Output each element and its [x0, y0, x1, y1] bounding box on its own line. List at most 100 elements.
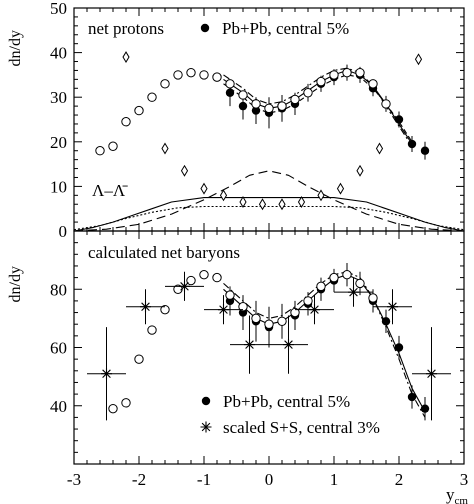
data-point [264, 103, 274, 114]
y-tick-label: 0 [59, 222, 68, 241]
series-open-diamond [122, 51, 423, 211]
series-open-circle [108, 269, 378, 414]
data-point [317, 189, 325, 202]
data-point [368, 293, 378, 303]
legend-label: Pb+Pb, central 5% [222, 19, 349, 38]
x-axis-label: ycm [446, 485, 468, 504]
data-point [297, 196, 306, 208]
data-point [316, 76, 326, 87]
data-point [140, 301, 151, 313]
curves [74, 67, 464, 231]
data-point [426, 368, 437, 380]
data-point [225, 88, 235, 97]
legend-marker [200, 23, 210, 33]
data-point [180, 164, 189, 177]
data-point [121, 398, 131, 408]
data-point [336, 182, 345, 195]
panel-label: calculated net baryons [88, 243, 240, 262]
data-point [381, 99, 391, 109]
data-point [179, 280, 190, 292]
x-tick-label: 3 [460, 470, 469, 489]
data-point [394, 115, 404, 124]
data-point [147, 325, 157, 335]
legend-label: scaled S+S, central 3% [223, 418, 380, 437]
curves [223, 271, 426, 418]
data-point [278, 198, 286, 211]
data-point [258, 198, 267, 211]
data-point [303, 88, 313, 98]
lambda-label: Λ–Λ̄ [92, 181, 128, 200]
data-point [200, 182, 208, 195]
data-point [387, 301, 398, 313]
y-tick-label: 40 [50, 397, 67, 416]
data-point [375, 142, 384, 155]
data-point [348, 286, 359, 298]
data-point [277, 316, 287, 326]
data-point [355, 67, 365, 78]
data-point [238, 90, 248, 100]
data-point [225, 79, 235, 89]
curve-lambda-dotted [74, 205, 464, 231]
data-point [368, 79, 378, 89]
y-tick-label: 60 [50, 339, 67, 358]
data-point [121, 117, 131, 127]
curve-lambda-dashed [74, 170, 464, 231]
data-point [283, 339, 294, 351]
data-point [219, 189, 228, 202]
data-point [251, 106, 261, 115]
y-tick-label: 50 [50, 0, 67, 18]
data-point [244, 339, 255, 351]
data-point [309, 304, 320, 316]
data-point [251, 99, 261, 109]
data-point [199, 269, 209, 280]
data-point [407, 139, 417, 149]
data-point [316, 281, 326, 292]
series-asterisk [87, 271, 451, 421]
data-point [186, 275, 196, 286]
y-tick-label: 10 [50, 177, 67, 196]
y-axis-label: dn/dy [7, 30, 24, 66]
x-tick-label: -3 [67, 470, 81, 489]
data-point [173, 70, 183, 80]
x-tick-label: 0 [265, 470, 274, 489]
data-point [239, 196, 247, 208]
data-point [303, 296, 313, 306]
data-point [225, 290, 235, 300]
y-tick-label: 80 [50, 280, 67, 299]
legend-marker [200, 421, 212, 433]
data-point [186, 67, 196, 78]
data-point [134, 105, 144, 116]
data-point [290, 307, 300, 318]
data-point [108, 403, 118, 414]
x-tick-label: -1 [197, 470, 211, 489]
curve-solid [223, 274, 426, 412]
data-point [251, 313, 261, 324]
y-axis-label: dn/dy [7, 266, 24, 302]
y-tick-label: 30 [50, 88, 67, 107]
data-point [381, 317, 391, 326]
data-point [329, 70, 339, 80]
x-tick-label: -2 [132, 470, 146, 489]
data-point [356, 164, 364, 177]
legend-label: Pb+Pb, central 5% [223, 392, 350, 411]
data-point [420, 146, 430, 155]
data-point [238, 101, 248, 111]
panel-label: net protons [88, 19, 164, 38]
data-point [290, 94, 300, 105]
data-point [161, 142, 169, 155]
data-point [414, 53, 423, 66]
data-point [264, 319, 274, 329]
x-tick-label: 2 [395, 470, 404, 489]
data-point [160, 304, 170, 315]
data-point [329, 272, 339, 283]
data-point [147, 92, 157, 102]
data-point [122, 51, 130, 64]
data-point [218, 304, 229, 316]
data-point [101, 368, 112, 380]
data-point [212, 272, 222, 283]
data-point [355, 278, 365, 289]
data-point [160, 79, 170, 89]
data-point [277, 101, 287, 111]
data-point [342, 67, 352, 78]
